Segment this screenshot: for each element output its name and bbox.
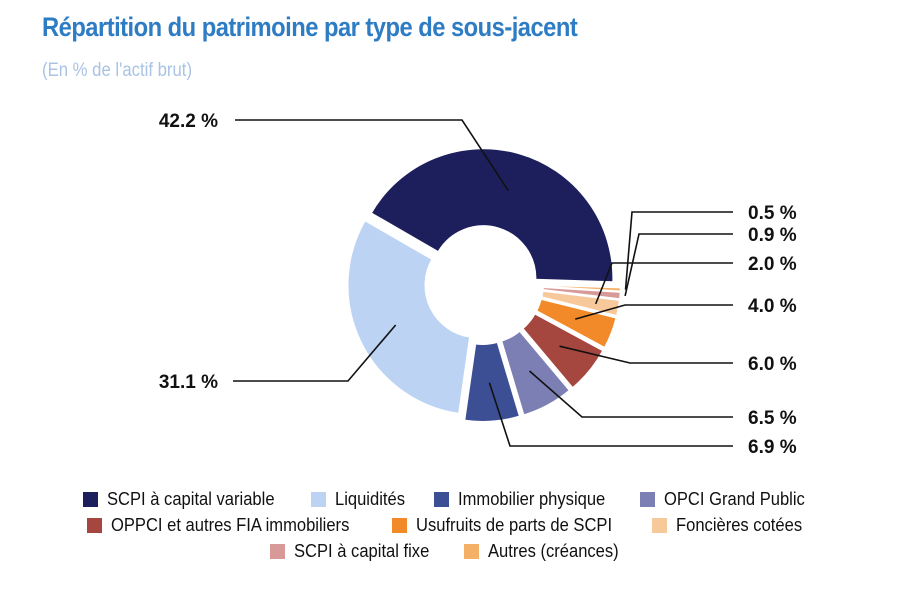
legend-label: Autres (créances): [487, 540, 619, 561]
legend-item-scpi-a-capital-variable: SCPI à capital variable: [83, 489, 289, 510]
slice-usufruits-de-parts-de-scpi: [534, 297, 618, 350]
legend-label: Immobilier physique: [457, 488, 605, 509]
leader-line-opci-grand-public: [528, 370, 733, 418]
leader-line-liquidites: [233, 324, 397, 382]
legend-swatch: [463, 543, 479, 559]
legend-label: SCPI à capital variable: [107, 488, 275, 509]
legend-swatch: [433, 491, 449, 507]
data-label-usufruits-de-parts-de-scpi: 4.0 %: [748, 296, 797, 317]
legend-swatch: [83, 491, 99, 507]
legend-item-scpi-a-capital-fixe: SCPI à capital fixe: [270, 541, 441, 562]
legend-label: Usufruits de parts de SCPI: [416, 514, 613, 535]
chart-subtitle: (En % de l'actif brut): [42, 60, 193, 81]
legend-item-immobilier-physique: Immobilier physique: [433, 488, 618, 510]
data-label-scpi-a-capital-variable: 42.2 %: [159, 111, 218, 132]
slice-opci-grand-public: [499, 329, 572, 417]
leader-line-oppci-et-autres-fia-immobiliers: [559, 345, 733, 364]
legend-row: OPPCI et autres FIA immobiliers Usufruits…: [0, 512, 900, 538]
leader-line-immobilier-physique: [488, 382, 733, 447]
legend-label: Liquidités: [335, 488, 406, 509]
legend-item-autres-creances: Autres (créances): [463, 540, 630, 562]
legend-row: SCPI à capital fixe Autres (créances): [0, 538, 900, 564]
legend-item-opci-grand-public: OPCI Grand Public: [639, 488, 817, 510]
legend-swatch: [87, 517, 103, 533]
slice-liquidites: [346, 218, 472, 416]
leader-line-usufruits-de-parts-de-scpi: [575, 304, 733, 320]
legend-label: SCPI à capital fixe: [294, 540, 430, 561]
data-label-scpi-a-capital-fixe: 0.9 %: [748, 225, 797, 246]
data-label-liquidites: 31.1 %: [159, 372, 218, 393]
leader-line-foncieres-cotees: [594, 262, 733, 305]
leader-line-scpi-a-capital-variable: [235, 119, 509, 192]
data-label-autres-creances: 0.5 %: [748, 203, 797, 224]
slice-foncieres-cotees: [540, 289, 622, 318]
legend-swatch: [270, 543, 286, 559]
legend-swatch: [639, 491, 655, 507]
legend-item-liquidites: Liquidités: [311, 489, 411, 510]
legend-swatch: [392, 517, 408, 533]
chart-legend: SCPI à capital variable Liquidités Immobil…: [0, 486, 900, 564]
legend-swatch: [311, 491, 327, 507]
data-label-immobilier-physique: 6.9 %: [748, 437, 797, 458]
data-label-foncieres-cotees: 2.0 %: [748, 254, 797, 275]
leader-line-scpi-a-capital-fixe: [624, 233, 733, 297]
legend-item-foncieres-cotees: Foncières cotées: [651, 514, 813, 536]
leader-line-autres-creances: [624, 211, 733, 290]
legend-label: OPPCI et autres FIA immobiliers: [111, 514, 350, 535]
data-label-opci-grand-public: 6.5 %: [748, 408, 797, 429]
slice-immobilier-physique: [463, 340, 522, 423]
legend-item-oppci-et-autres-fia-immobiliers: OPPCI et autres FIA immobiliers: [87, 515, 370, 536]
chart-title: Répartition du patrimoine par type de so…: [42, 12, 578, 42]
slice-scpi-a-capital-variable: [369, 147, 615, 284]
legend-row: SCPI à capital variable Liquidités Immobil…: [0, 486, 900, 512]
slice-oppci-et-autres-fia-immobiliers: [521, 312, 605, 390]
legend-swatch: [651, 517, 667, 533]
legend-label: Foncières cotées: [675, 514, 802, 535]
legend-label: OPCI Grand Public: [663, 488, 805, 509]
legend-item-usufruits-de-parts-de-scpi: Usufruits de parts de SCPI: [392, 515, 629, 536]
donut-chart: 42.2 % 0.5 %0.9 % 2.0 % 4.0 % 6.0 % 6.5 % 6.9 …: [159, 111, 797, 458]
data-label-oppci-et-autres-fia-immobiliers: 6.0 %: [748, 354, 797, 375]
